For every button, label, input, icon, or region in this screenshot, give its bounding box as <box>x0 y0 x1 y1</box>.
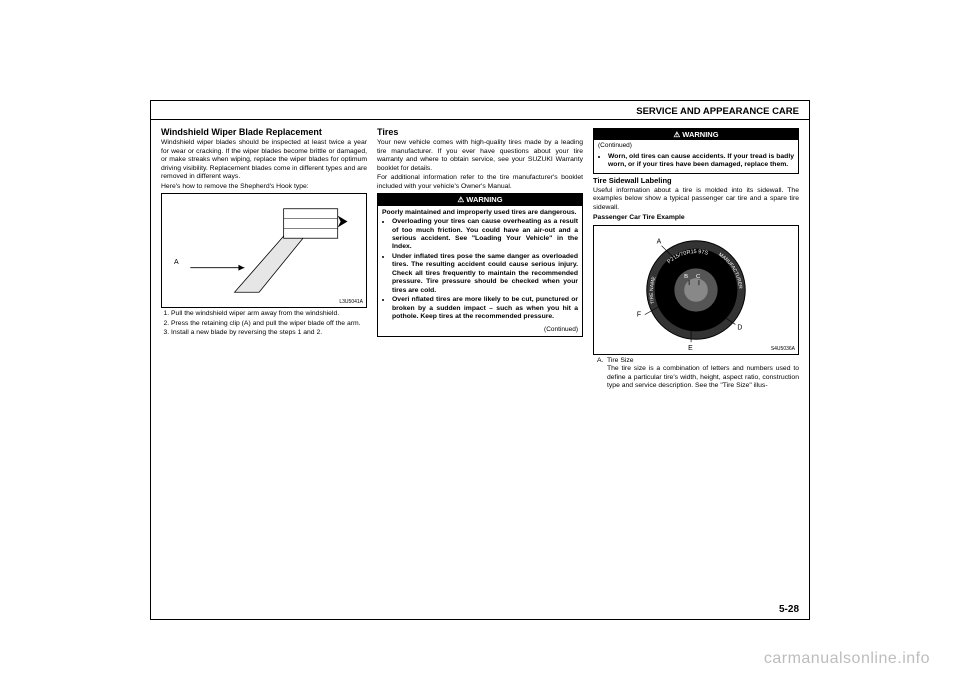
warning-list-1: Overloading your tires can cause overhea… <box>382 218 578 322</box>
warning-item-1b: Under inflated tires pose the same dange… <box>392 253 578 295</box>
sidewall-para: Useful information about a tire is molde… <box>593 187 799 212</box>
page-number: 5-28 <box>779 604 799 615</box>
figure-label-tire: S4U5036A <box>771 346 795 352</box>
warning-icon: ⚠ <box>673 130 682 139</box>
legend-text-a: Tire Size The tire size is a combination… <box>607 357 799 391</box>
warning-icon: ⚠ <box>457 195 466 204</box>
column-3: ⚠ WARNING (Continued) Worn, old tires ca… <box>593 126 799 391</box>
tire-letter-c: C <box>696 274 701 280</box>
continued-label: (Continued) <box>378 326 582 336</box>
warning-item-2a: Worn, old tires can cause accidents. If … <box>608 153 794 170</box>
section-title-wiper: Windshield Wiper Blade Replacement <box>161 127 367 138</box>
sub-title-sidewall: Tire Sidewall Labeling <box>593 176 799 185</box>
wiper-para-2: Here's how to remove the Shepherd's Hook… <box>161 183 367 191</box>
wiper-figure: A L3U5041A <box>161 193 367 308</box>
warning-label-2: WARNING <box>682 130 718 139</box>
wiper-step-1: Pull the windshield wiper arm away from … <box>171 310 367 318</box>
column-2: Tires Your new vehicle comes with high-q… <box>377 126 583 391</box>
wiper-steps: Pull the windshield wiper arm away from … <box>161 310 367 337</box>
warning-box-1: ⚠ WARNING Poorly maintained and improper… <box>377 193 583 337</box>
warning-heading-2: ⚠ WARNING <box>594 129 798 140</box>
tire-legend: A. Tire Size The tire size is a combinat… <box>597 357 799 391</box>
tire-letter-d: D <box>737 324 742 331</box>
manual-page: SERVICE AND APPEARANCE CARE Windshield W… <box>150 100 810 620</box>
legend-letter-a: A. <box>597 357 607 391</box>
legend-a-body: The tire size is a combination of letter… <box>607 365 799 389</box>
figure-title-tire: Passenger Car Tire Example <box>593 214 799 222</box>
tire-letter-e: E <box>688 345 693 352</box>
figure-callout-a: A <box>174 259 179 268</box>
warning-label-1: WARNING <box>466 195 502 204</box>
legend-a-title: Tire Size <box>607 357 634 364</box>
warning-item-1c: Overi nflated tires are more likely to b… <box>392 296 578 321</box>
tire-letter-f: F <box>637 311 641 318</box>
continued-top: (Continued) <box>594 140 798 151</box>
warning-intro: Poorly maintained and improperly used ti… <box>382 209 578 217</box>
warning-body-2: Worn, old tires can cause accidents. If … <box>594 153 798 174</box>
page-header: SERVICE AND APPEARANCE CARE <box>151 101 809 120</box>
watermark: carmanualsonline.info <box>764 650 930 668</box>
warning-item-1a: Overloading your tires can cause overhea… <box>392 218 578 252</box>
warning-heading-1: ⚠ WARNING <box>378 194 582 205</box>
wiper-step-2: Press the retaining clip (A) and pull th… <box>171 320 367 328</box>
tire-letter-a: A <box>657 239 662 246</box>
tire-figure: P215/70R15 97S TIRE NAME MANUFACTURER A … <box>593 225 799 355</box>
column-1: Windshield Wiper Blade Replacement Winds… <box>161 126 367 391</box>
warning-list-2: Worn, old tires can cause accidents. If … <box>598 153 794 170</box>
wiper-step-3: Install a new blade by reversing the ste… <box>171 329 367 337</box>
warning-box-2: ⚠ WARNING (Continued) Worn, old tires ca… <box>593 128 799 174</box>
tires-para-1: Your new vehicle comes with high-quality… <box>377 139 583 173</box>
tires-para-2: For additional information refer to the … <box>377 174 583 191</box>
content-columns: Windshield Wiper Blade Replacement Winds… <box>151 120 809 391</box>
figure-label-wiper: L3U5041A <box>339 299 363 305</box>
section-title-tires: Tires <box>377 127 583 138</box>
tire-letter-b: B <box>684 274 688 280</box>
wiper-para-1: Windshield wiper blades should be inspec… <box>161 139 367 181</box>
legend-item-a: A. Tire Size The tire size is a combinat… <box>597 357 799 391</box>
warning-body-1: Poorly maintained and improperly used ti… <box>378 206 582 326</box>
